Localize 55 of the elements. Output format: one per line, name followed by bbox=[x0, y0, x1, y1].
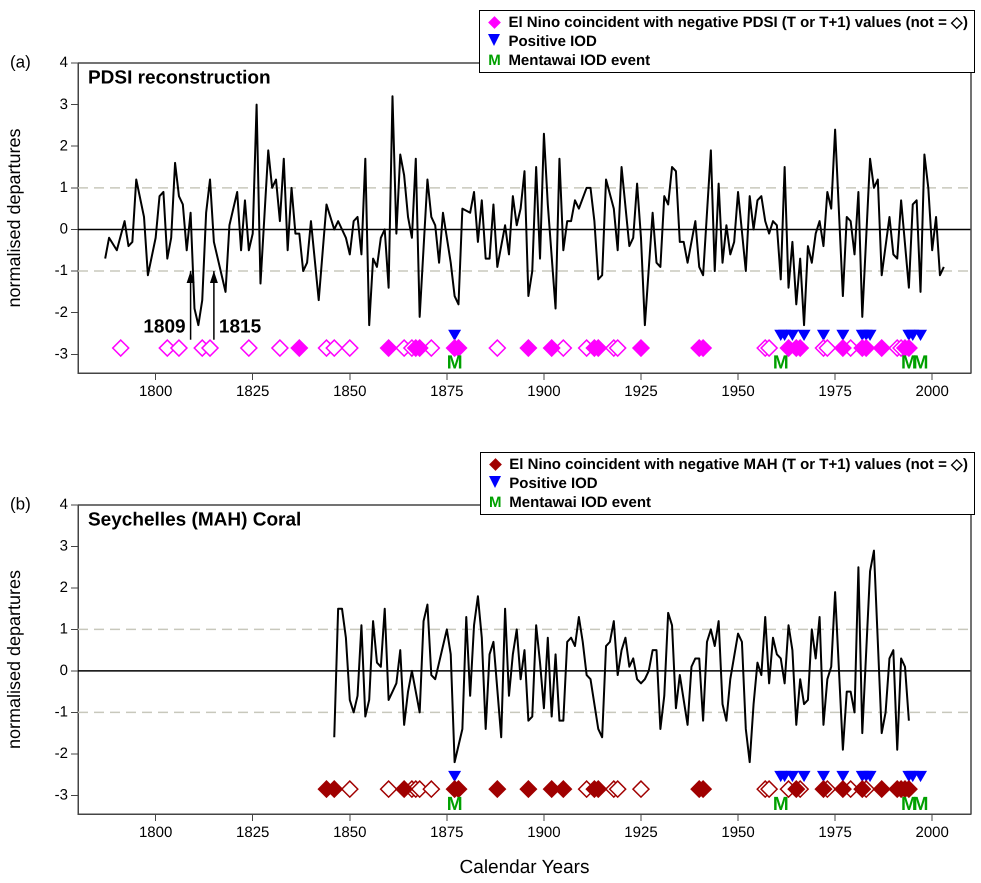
annotation: M bbox=[446, 794, 463, 815]
x-tick-label: 1825 bbox=[236, 824, 270, 842]
x-tick-label: 1950 bbox=[721, 824, 755, 842]
x-tick-label: 2000 bbox=[915, 824, 949, 842]
y-tick-label: 3 bbox=[60, 96, 68, 113]
chart-title: Seychelles (MAH) Coral bbox=[88, 510, 302, 531]
x-tick-label: 1850 bbox=[333, 383, 366, 400]
annotation: 1809 bbox=[143, 316, 186, 338]
x-tick-label: 1800 bbox=[138, 824, 172, 842]
y-tick-label: 0 bbox=[60, 662, 68, 680]
text: (a) bbox=[10, 52, 31, 72]
y-tick-label: 1 bbox=[60, 620, 68, 638]
annotation: M bbox=[772, 794, 789, 815]
y-tick-label: -3 bbox=[54, 786, 68, 804]
x-tick-label: 1900 bbox=[527, 383, 561, 400]
x-tick-label: 1850 bbox=[333, 824, 366, 842]
y-tick-label: 2 bbox=[60, 579, 68, 596]
x-tick-label: 1825 bbox=[236, 383, 270, 400]
x-tick-label: 1900 bbox=[527, 824, 561, 842]
text: M bbox=[489, 494, 502, 511]
x-tick-label: 1925 bbox=[624, 824, 658, 842]
y-tick-label: -2 bbox=[54, 745, 68, 762]
y-tick-label: -1 bbox=[54, 704, 68, 721]
legend-label: Positive IOD bbox=[508, 32, 597, 51]
annotation: Mentawai IOD event bbox=[509, 493, 651, 512]
annotation: 1815 bbox=[218, 316, 262, 338]
x-tick-label: 1925 bbox=[624, 383, 658, 400]
y-tick-label: -2 bbox=[54, 304, 68, 321]
x-tick-label: 1875 bbox=[430, 824, 464, 842]
x-axis-title: Calendar Years bbox=[460, 856, 590, 878]
y-tick-label: 3 bbox=[60, 538, 68, 555]
text: M bbox=[488, 52, 501, 69]
x-tick-label: 1975 bbox=[818, 383, 852, 400]
annotation: M bbox=[446, 352, 463, 374]
x-tick-label: 1800 bbox=[138, 383, 172, 400]
x-tick-label: 1875 bbox=[430, 383, 464, 400]
legend-label: Positive IOD bbox=[509, 474, 598, 493]
y-axis-title: normalised departures bbox=[4, 128, 24, 308]
y-axis-title: normalised departures bbox=[4, 570, 24, 750]
y-tick-label: 2 bbox=[60, 137, 68, 154]
chart-title: PDSI reconstruction bbox=[88, 68, 271, 89]
y-tick-label: 0 bbox=[60, 220, 68, 238]
x-tick-label: 1950 bbox=[721, 383, 755, 400]
x-tick-label: 2000 bbox=[915, 383, 949, 400]
y-tick-label: -1 bbox=[54, 262, 68, 280]
y-tick-label: -3 bbox=[54, 345, 68, 362]
legend-label: El Nino coincident with negative PDSI (T or T+1) values (not = ◇) bbox=[508, 13, 968, 32]
x-tick-label: 1975 bbox=[818, 824, 852, 842]
legend-label: El Nino coincident with negative MAH (T or T+1) values (not = ◇) bbox=[509, 455, 968, 474]
annotation: Mentawai IOD event bbox=[508, 51, 650, 70]
y-tick-label: 1 bbox=[60, 178, 68, 196]
annotation: M bbox=[772, 352, 789, 374]
y-tick-label: 4 bbox=[60, 54, 68, 72]
text: (b) bbox=[10, 494, 31, 514]
y-tick-label: 4 bbox=[60, 496, 68, 514]
